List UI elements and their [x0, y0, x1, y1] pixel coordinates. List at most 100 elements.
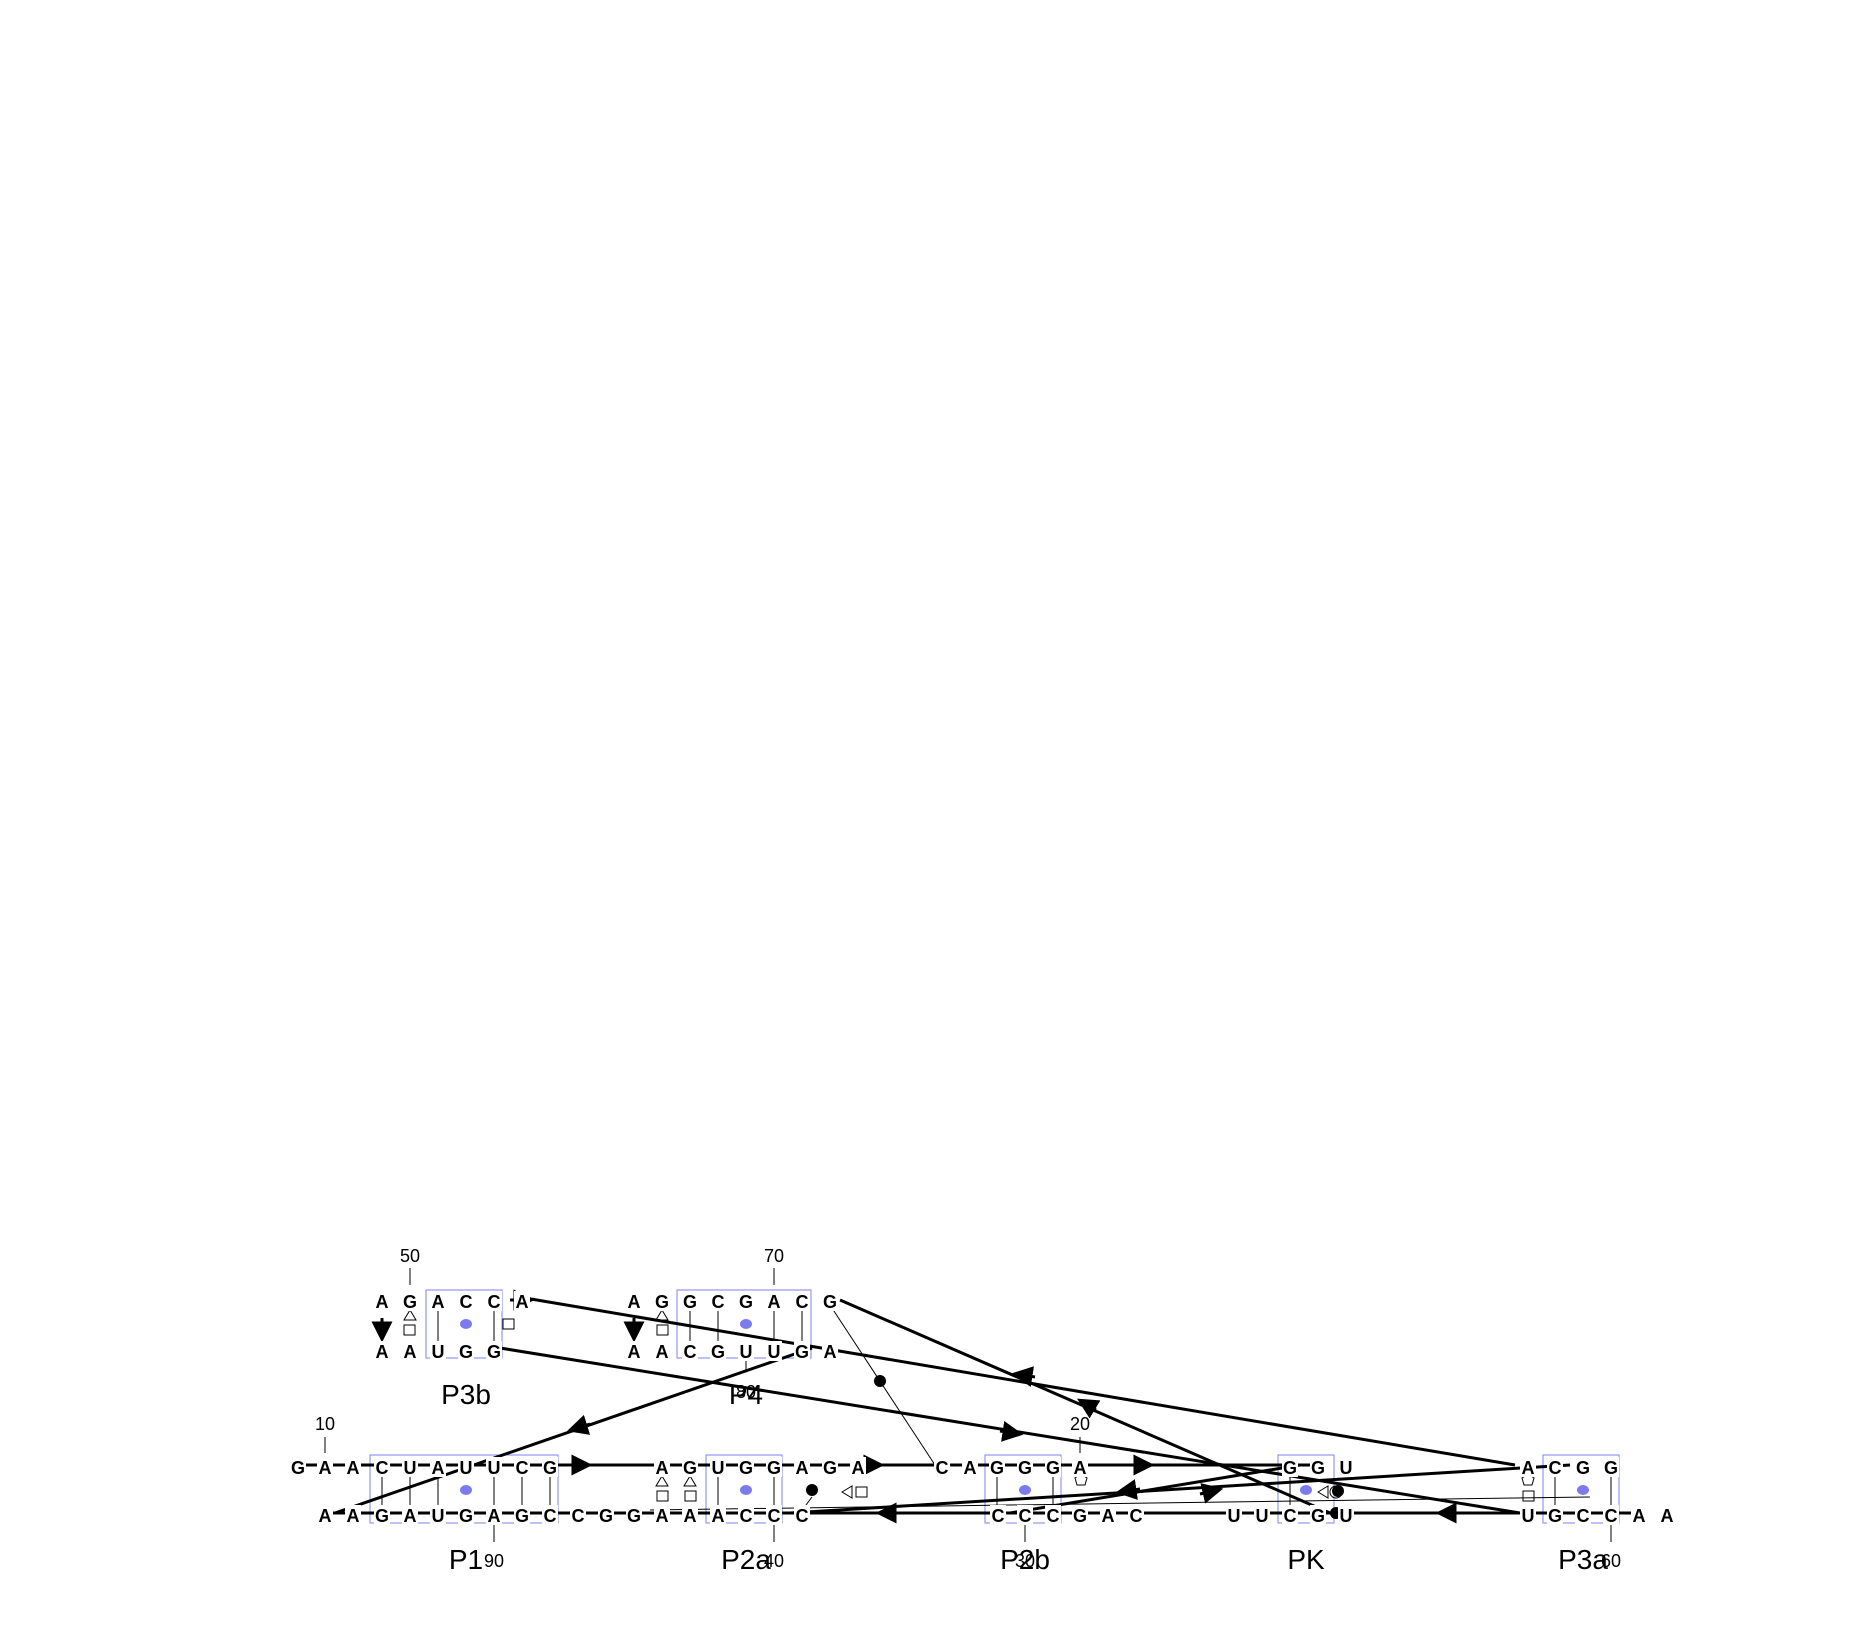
nucleotide: G	[515, 1506, 529, 1526]
nucleotide: U	[432, 1506, 445, 1526]
wc-pair-mark	[740, 1485, 752, 1495]
nucleotide: C	[1019, 1506, 1032, 1526]
nucleotide: G	[1548, 1506, 1562, 1526]
helix-label-pk: PK	[1287, 1544, 1325, 1575]
nucleotide: U	[740, 1342, 753, 1362]
helix-label-p4: P4	[729, 1379, 763, 1410]
arrow-mark	[566, 1414, 591, 1435]
watson-crick-dots	[460, 1319, 1589, 1495]
nucleotide-background	[738, 1457, 754, 1477]
dot-symbol	[1332, 1485, 1344, 1497]
nucleotide-background	[458, 1457, 474, 1477]
nucleotide-background	[654, 1457, 670, 1477]
nucleotide-background	[1128, 1505, 1144, 1525]
nucleotide: A	[684, 1506, 697, 1526]
nucleotide: G	[739, 1292, 753, 1312]
nucleotide-background	[317, 1505, 333, 1525]
nucleotide-background	[682, 1457, 698, 1477]
nucleotide: A	[488, 1506, 501, 1526]
helix-label-p3a: P3a	[1558, 1544, 1608, 1575]
nucleotide-background	[458, 1341, 474, 1361]
nucleotide-background	[1603, 1457, 1619, 1477]
nucleotide-background	[794, 1341, 810, 1361]
nucleotide-background	[989, 1457, 1005, 1477]
nucleotide: A	[656, 1458, 669, 1478]
position-number-30: 30	[1015, 1551, 1035, 1571]
nucleotide-background	[1603, 1505, 1619, 1525]
nucleotide-background	[1100, 1505, 1116, 1525]
nucleotide: G	[1046, 1458, 1060, 1478]
nucleotide-background	[1017, 1457, 1033, 1477]
nucleotide-background	[766, 1341, 782, 1361]
square-symbol	[855, 1486, 868, 1498]
nucleotide: G	[1311, 1506, 1325, 1526]
nucleotide-background	[1520, 1505, 1536, 1525]
arrow-mark	[999, 1421, 1024, 1442]
nucleotide: C	[1605, 1506, 1618, 1526]
arrow-mark	[1011, 1366, 1036, 1387]
nucleotide: A	[852, 1458, 865, 1478]
nucleotide: U	[488, 1458, 501, 1478]
dot-symbol	[874, 1375, 886, 1387]
nucleotide-background	[374, 1291, 390, 1311]
nucleotide-background	[682, 1291, 698, 1311]
triangle-symbol	[655, 1309, 669, 1321]
nucleotide: A	[404, 1506, 417, 1526]
nucleotide-background	[1520, 1457, 1536, 1477]
nucleotide: A	[824, 1342, 837, 1362]
nucleotide: A	[319, 1458, 332, 1478]
nucleotide: A	[796, 1458, 809, 1478]
nucleotide-background	[1282, 1457, 1298, 1477]
nucleotide-background	[458, 1505, 474, 1525]
nucleotide-background	[486, 1341, 502, 1361]
nucleotide: C	[376, 1458, 389, 1478]
nucleotide: A	[1522, 1458, 1535, 1478]
dot-symbol	[806, 1484, 818, 1496]
wc-pair-mark	[460, 1485, 472, 1495]
nucleotide-background	[290, 1457, 306, 1477]
triangle-symbol	[403, 1309, 417, 1321]
nucleotide-background	[374, 1457, 390, 1477]
nucleotide: G	[1283, 1458, 1297, 1478]
pair-tick	[381, 1470, 775, 1510]
nucleotide-background	[598, 1505, 614, 1525]
square-symbol	[1522, 1490, 1535, 1502]
position-ticks	[324, 1268, 1612, 1542]
nucleotide-background	[1575, 1457, 1591, 1477]
nucleotide: U	[432, 1342, 445, 1362]
nucleotide-background	[1338, 1505, 1354, 1525]
position-number-10: 10	[315, 1414, 335, 1434]
nucleotide: U	[768, 1342, 781, 1362]
nucleotide-background	[514, 1505, 530, 1525]
nucleotide-background	[934, 1457, 950, 1477]
nucleotide: A	[1633, 1506, 1646, 1526]
nucleotide: A	[404, 1342, 417, 1362]
nucleotide: G	[823, 1292, 837, 1312]
nucleotide-background	[682, 1505, 698, 1525]
nucleotide: C	[488, 1292, 501, 1312]
nucleotide-background	[738, 1505, 754, 1525]
backbone-lines	[300, 1296, 1640, 1515]
nucleotide: G	[459, 1342, 473, 1362]
nucleotide: U	[1228, 1506, 1241, 1526]
nucleotide: A	[1661, 1506, 1674, 1526]
nucleotide-background	[486, 1505, 502, 1525]
square-symbol	[656, 1490, 669, 1502]
nucleotide-background	[345, 1457, 361, 1477]
nucleotide-background	[710, 1505, 726, 1525]
nucleotide: G	[1073, 1506, 1087, 1526]
nucleotide: A	[347, 1506, 360, 1526]
nucleotide-background	[682, 1341, 698, 1361]
nucleotide: G	[1604, 1458, 1618, 1478]
nucleotide-background	[626, 1341, 642, 1361]
nucleotide-background	[345, 1505, 361, 1525]
helix-label-p1: P1	[449, 1544, 483, 1575]
position-number-90: 90	[484, 1551, 504, 1571]
nucleotide: C	[740, 1506, 753, 1526]
square-symbol	[684, 1490, 697, 1502]
nucleotide-background	[486, 1291, 502, 1311]
triangle-symbol	[655, 1475, 669, 1487]
nucleotide-background	[1659, 1505, 1675, 1525]
